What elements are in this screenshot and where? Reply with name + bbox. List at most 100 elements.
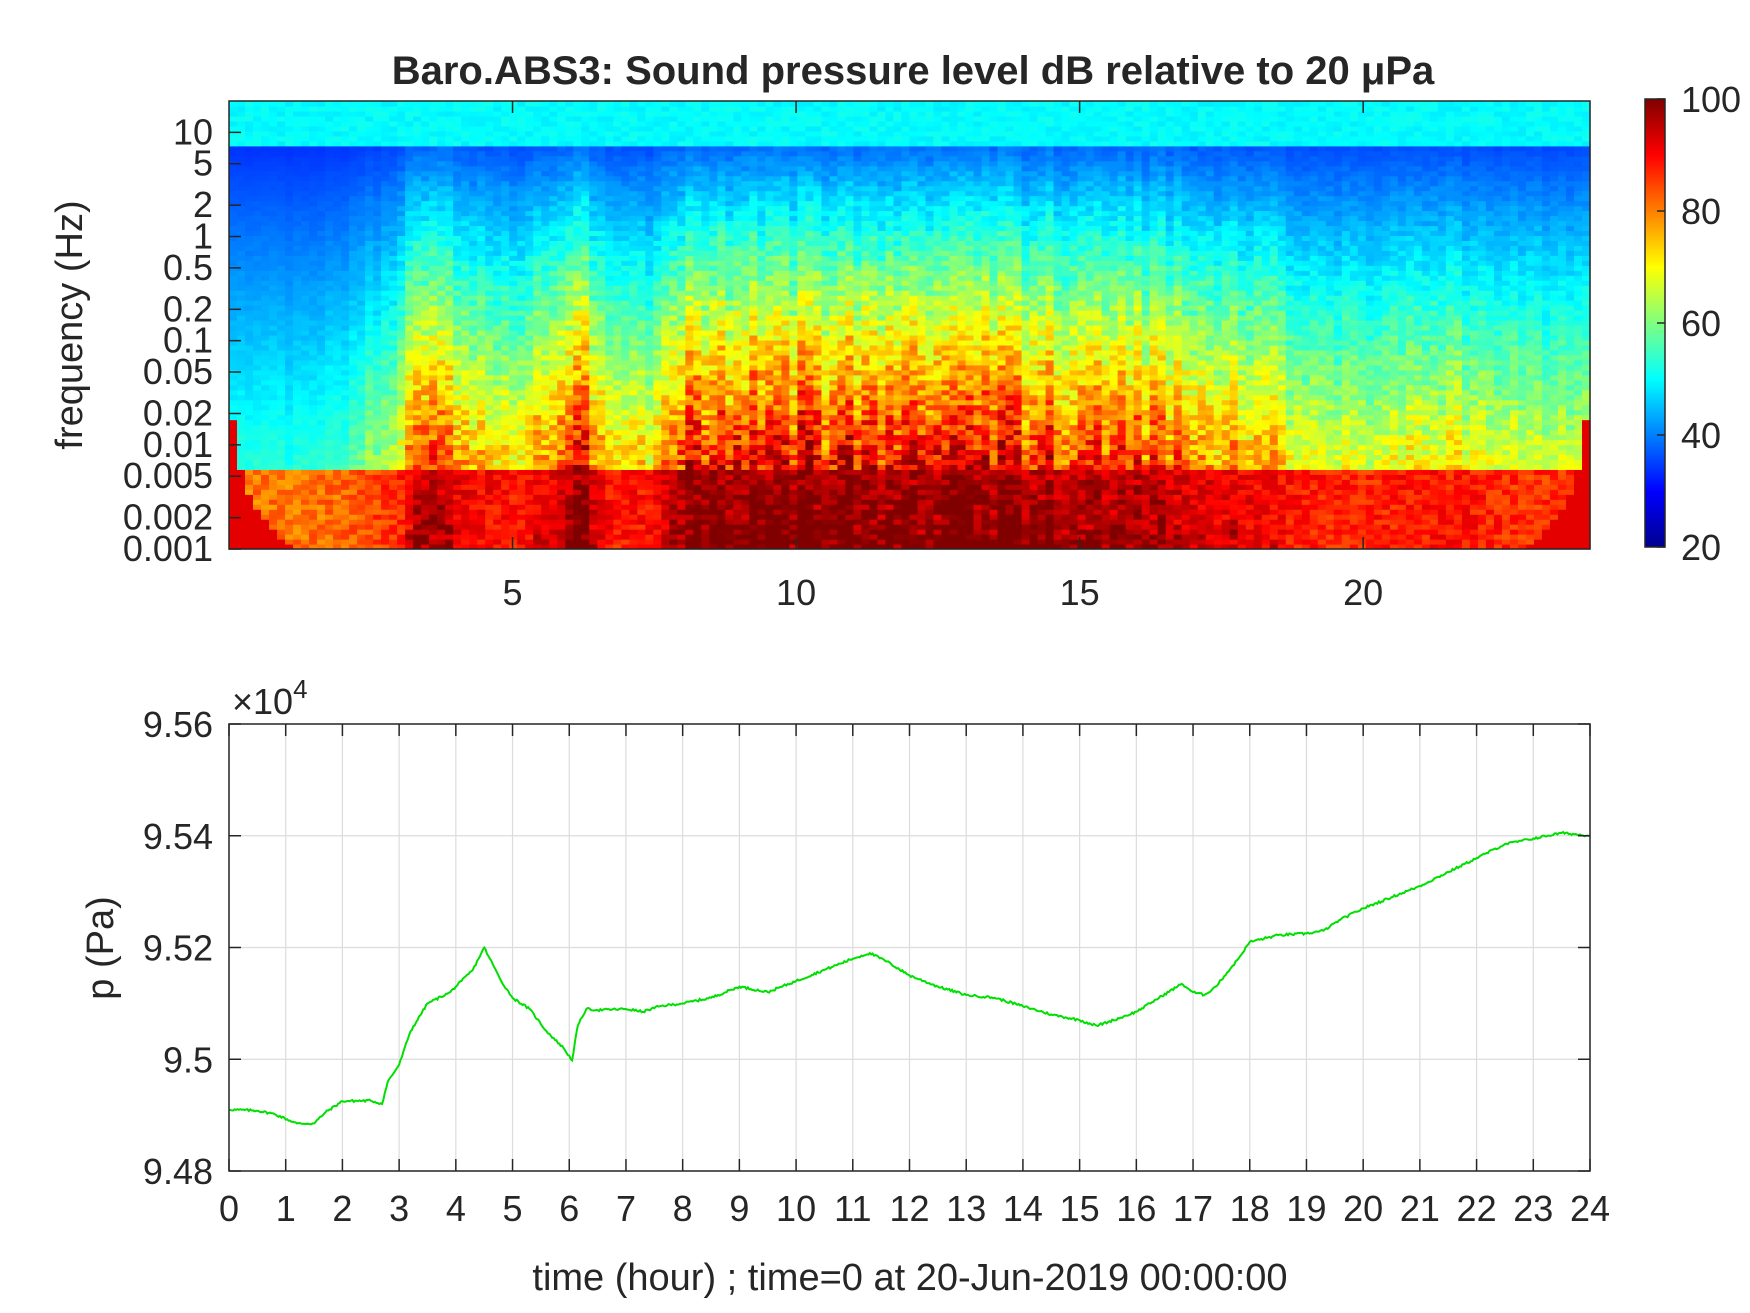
spectrogram-cell <box>453 285 462 291</box>
spectrogram-cell <box>373 190 382 197</box>
spectrogram-cell <box>525 120 534 127</box>
spectrogram-cell <box>261 195 270 202</box>
spectrogram-cell <box>253 270 262 276</box>
spectrogram-cell <box>541 170 550 177</box>
spectrogram-cell <box>325 439 334 446</box>
spectrogram-cell <box>477 419 486 426</box>
spectrogram-cell <box>301 419 310 426</box>
spectrogram-cell <box>285 140 294 147</box>
spectrogram-cell <box>357 220 366 227</box>
spectrogram-cell <box>301 344 310 351</box>
spectrogram-cell <box>405 484 414 490</box>
spectrogram-cell <box>245 110 254 117</box>
spectrogram-cell <box>637 504 646 510</box>
spectrogram-cell <box>565 195 574 202</box>
spectrogram-cell <box>349 195 358 202</box>
spectrogram-cell <box>501 170 510 177</box>
spectrogram-cell <box>645 344 654 351</box>
spectrogram-cell <box>389 409 398 416</box>
spectrogram-cell <box>621 195 630 202</box>
spectrogram-cell <box>573 434 582 441</box>
spectrogram-cell <box>445 300 454 306</box>
spectrogram-cell <box>573 140 582 147</box>
spectrogram-cell <box>349 434 358 441</box>
spectrogram-cell <box>597 374 606 381</box>
spectrogram-cell <box>389 499 398 505</box>
spectrogram-cell <box>253 509 262 515</box>
spectrogram-cell <box>397 409 406 416</box>
spectrogram-cell <box>653 379 662 386</box>
spectrogram-cell <box>517 175 526 182</box>
spectrogram-cell <box>413 349 422 356</box>
spectrogram-cell <box>333 200 342 207</box>
spectrogram-cell <box>597 489 606 495</box>
spectrogram-cell <box>357 374 366 381</box>
spectrogram-cell <box>541 444 550 451</box>
spectrogram-cell <box>469 175 478 182</box>
spectrogram-cell <box>269 334 278 341</box>
spectrogram-cell <box>653 469 662 475</box>
spectrogram-cell <box>669 424 678 431</box>
spectrogram-cell <box>397 265 406 271</box>
spectrogram-cell <box>413 215 422 222</box>
spectrogram-cell <box>253 135 262 142</box>
spectrogram-cell <box>565 170 574 177</box>
spectrogram-cell <box>261 539 270 545</box>
spectrogram-cell <box>653 374 662 381</box>
spectrogram-cell <box>661 145 670 152</box>
spectrogram-cell <box>309 105 318 112</box>
spectrogram-cell <box>349 384 358 391</box>
spectrogram-cell <box>637 115 646 122</box>
spectrogram-cell <box>325 369 334 376</box>
spectrogram-cell <box>477 135 486 142</box>
spectrogram-cell <box>597 534 606 540</box>
spectrogram-cell <box>637 434 646 441</box>
spectrogram-cell <box>501 135 510 142</box>
spectrogram-cell <box>301 394 310 401</box>
spectrogram-cell <box>269 145 278 152</box>
spectrogram-cell <box>517 329 526 336</box>
spectrogram-cell <box>333 175 342 182</box>
spectrogram-cell <box>429 459 438 465</box>
spectrogram-cell <box>445 529 454 535</box>
spectrogram-cell <box>525 434 534 441</box>
spectrogram-cell <box>637 529 646 535</box>
spectrogram-cell <box>637 474 646 480</box>
spectrogram-cell <box>525 110 534 117</box>
spectrogram-cell <box>309 325 318 331</box>
spectrogram-cell <box>461 325 470 331</box>
spectrogram-cell <box>589 529 598 535</box>
spectrogram-cell <box>637 499 646 505</box>
spectrogram-cell <box>501 210 510 217</box>
spectrogram-cell <box>229 509 238 515</box>
spectrogram-cell <box>501 344 510 351</box>
spectrogram-cell <box>397 235 406 241</box>
spectrogram-cell <box>565 504 574 510</box>
spectrogram-cell <box>613 120 622 127</box>
spectrogram-cell <box>461 180 470 187</box>
spectrogram-cell <box>557 399 566 406</box>
spectrogram-cell <box>237 509 246 515</box>
spectrogram-cell <box>277 280 286 286</box>
spectrogram-cell <box>389 270 398 276</box>
spectrogram-cell <box>253 399 262 406</box>
spectrogram-cell <box>485 329 494 336</box>
spectrogram-cell <box>621 270 630 276</box>
spectrogram-cell <box>269 494 278 500</box>
spectrogram-cell <box>245 215 254 222</box>
spectrogram-cell <box>509 105 518 112</box>
spectrogram-cell <box>229 155 238 162</box>
spectrogram-cell <box>397 344 406 351</box>
spectrogram-cell <box>597 240 606 246</box>
spectrogram-cell <box>261 384 270 391</box>
spectrogram-cell <box>365 125 374 132</box>
spectrogram-cell <box>645 115 654 122</box>
spectrogram-cell <box>253 250 262 256</box>
spectrogram-cell <box>469 334 478 341</box>
spectrogram-cell <box>445 165 454 172</box>
spectrogram-cell <box>373 419 382 426</box>
spectrogram-cell <box>245 509 254 515</box>
spectrogram-cell <box>261 190 270 197</box>
spectrogram-cell <box>245 504 254 510</box>
spectrogram-cell <box>605 544 614 550</box>
